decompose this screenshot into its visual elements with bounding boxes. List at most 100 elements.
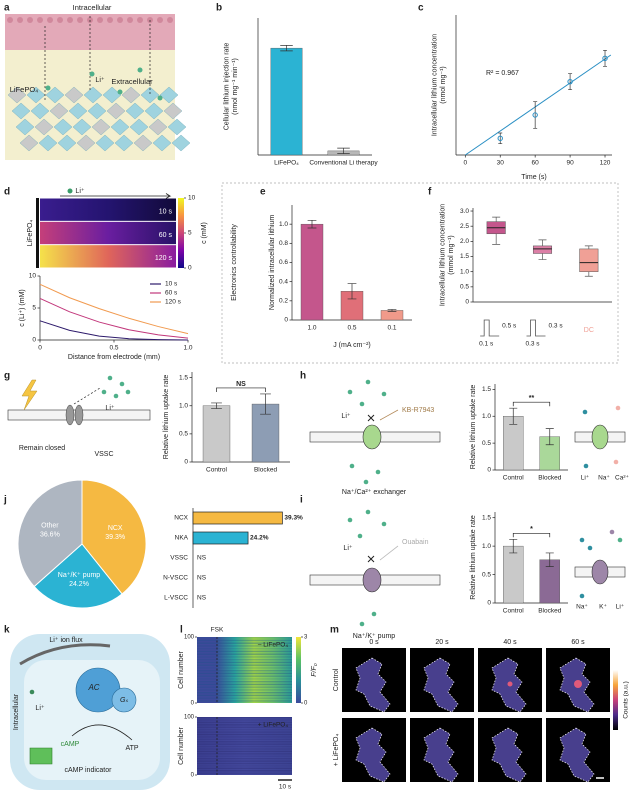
line-series <box>39 283 189 335</box>
crystal <box>167 118 187 136</box>
lipid-head <box>97 17 103 23</box>
error-bar <box>280 45 293 52</box>
raster-row <box>197 681 292 683</box>
error-bar <box>509 538 518 554</box>
x-tick-label: Blocked <box>538 608 562 615</box>
colorbar-tick-label: 3 <box>304 635 308 641</box>
crystal <box>159 86 179 104</box>
error-bar <box>337 147 350 154</box>
y-tick-label: 1.0 <box>482 543 491 550</box>
crystal <box>7 86 27 104</box>
raster-row <box>197 697 292 699</box>
significance-label: * <box>530 526 533 533</box>
raster-row <box>197 664 292 666</box>
error-bar <box>307 219 317 229</box>
y-tick-label: 1.5 <box>179 374 188 381</box>
ion <box>381 521 387 527</box>
ion <box>375 469 381 475</box>
panel-e-f-frame <box>221 182 619 364</box>
y-axis-label: (mmol mg⁻¹) <box>448 235 455 274</box>
ion <box>347 517 353 523</box>
error-bar <box>568 73 573 91</box>
significance-bracket <box>512 532 551 538</box>
raster-row <box>197 650 292 653</box>
raster-row <box>197 738 292 740</box>
block-mark <box>367 414 375 422</box>
lipid-head <box>157 17 163 23</box>
indicator <box>29 747 53 765</box>
raster-row <box>197 692 292 694</box>
crystal <box>34 118 54 136</box>
panel-letter: g <box>4 371 10 382</box>
panel-letter: k <box>4 625 10 636</box>
crystal <box>38 134 58 152</box>
y-tick-label: 0.4 <box>279 278 288 285</box>
label: ATP <box>125 745 138 752</box>
x-axis-label: J (mA cm⁻²) <box>333 342 371 349</box>
y-tick-label: 0 <box>184 459 188 466</box>
crystal <box>19 134 39 152</box>
ion <box>363 479 369 485</box>
raster-row <box>197 731 292 733</box>
y-tick-label: 10 <box>29 273 37 280</box>
ion <box>119 381 125 387</box>
panel-label: + LiFePO₄ <box>258 722 289 729</box>
raster-row <box>197 675 292 677</box>
pulse-icon <box>480 319 500 337</box>
raster-row <box>197 743 292 745</box>
lipid-head <box>137 17 143 23</box>
ion <box>157 95 163 101</box>
raster-row <box>197 770 292 772</box>
ion-dot <box>67 188 73 194</box>
raster-row <box>197 670 292 672</box>
crystal <box>148 118 168 136</box>
slice-label: NCX <box>108 525 123 532</box>
y-tick-label: 0 <box>487 600 491 607</box>
panel-letter: f <box>428 187 432 198</box>
raster-row <box>197 767 292 769</box>
ion <box>45 85 51 91</box>
y-axis-label: Cell number <box>178 726 185 764</box>
x-tick-label: Control <box>206 467 228 474</box>
box <box>532 245 553 254</box>
cell-outline <box>355 727 391 783</box>
slice-value-label: 36.6% <box>40 531 60 538</box>
x-tick-label: 1.0 <box>307 325 316 332</box>
crystal <box>125 102 145 120</box>
pump <box>362 567 382 593</box>
crystal <box>53 118 73 136</box>
label: 20 s <box>435 639 449 646</box>
colorbar-label: c (mM) <box>201 222 208 244</box>
label: Na⁺ <box>576 604 588 611</box>
ion <box>347 389 353 395</box>
crystal <box>144 102 164 120</box>
crystal <box>133 134 153 152</box>
pulse-icon <box>526 319 546 337</box>
crystal <box>76 134 96 152</box>
y-tick-label: 0.6 <box>279 259 288 266</box>
error-bar <box>509 407 518 425</box>
raster-row <box>197 717 292 719</box>
label: Li⁺ ion flux <box>49 637 83 644</box>
heatmap-strip <box>40 221 176 245</box>
x-tick-label: 0.5 <box>109 345 118 352</box>
crystal <box>163 102 183 120</box>
value-label: NS <box>197 555 207 562</box>
label: Li⁺ <box>35 705 44 712</box>
row-label: LiFePO₄ <box>27 220 34 247</box>
y-axis-label: Relative lithium uptake rate <box>470 515 477 600</box>
significance-label: NS <box>236 381 246 388</box>
lipid-head <box>127 17 133 23</box>
x-tick-label: LiFePO₄ <box>274 160 299 167</box>
data-point <box>497 135 503 142</box>
raster-row <box>197 762 292 765</box>
raster-row <box>197 733 292 736</box>
ion <box>579 593 585 599</box>
y-tick-label: 0.5 <box>482 440 491 447</box>
raster-row <box>197 741 292 743</box>
crystal <box>30 102 50 120</box>
label: Na⁺/Ca²⁺ exchanger <box>342 489 407 496</box>
crystal <box>110 118 130 136</box>
crystal <box>95 134 115 152</box>
box <box>579 248 599 272</box>
